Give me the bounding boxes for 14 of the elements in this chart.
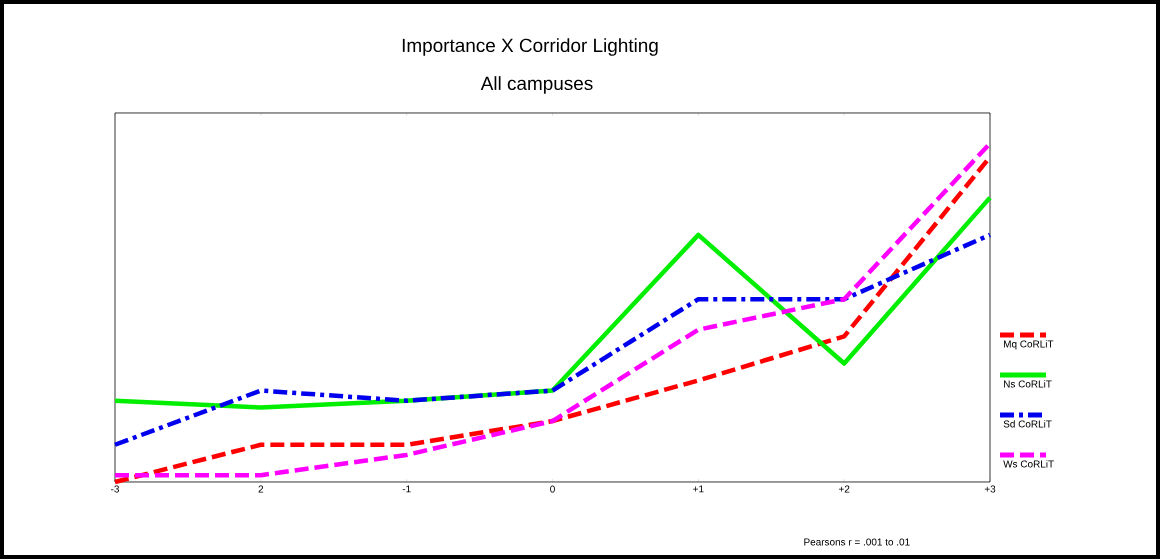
chart-title: Importance X Corridor Lighting (402, 38, 658, 56)
legend-label: Ns CoRLiT (1004, 380, 1052, 388)
legend-label: Sd CoRLiT (1003, 420, 1052, 428)
x-tick-label: -1 (402, 485, 411, 493)
legend-label: Ws CoRLiT (1003, 460, 1054, 468)
x-tick-label: 0 (550, 485, 555, 493)
x-tick-label: -3 (111, 485, 120, 493)
x-tick-label: +3 (984, 485, 996, 493)
x-tick-label: +1 (693, 485, 704, 493)
chart-subtitle: All campuses (480, 76, 593, 94)
x-tick-label: +2 (838, 485, 850, 493)
text: Pearsons r = .001 to .01 (804, 538, 910, 546)
legend-label: Mq CoRLiT (1004, 340, 1054, 350)
x-tick-label: 2 (258, 485, 264, 493)
